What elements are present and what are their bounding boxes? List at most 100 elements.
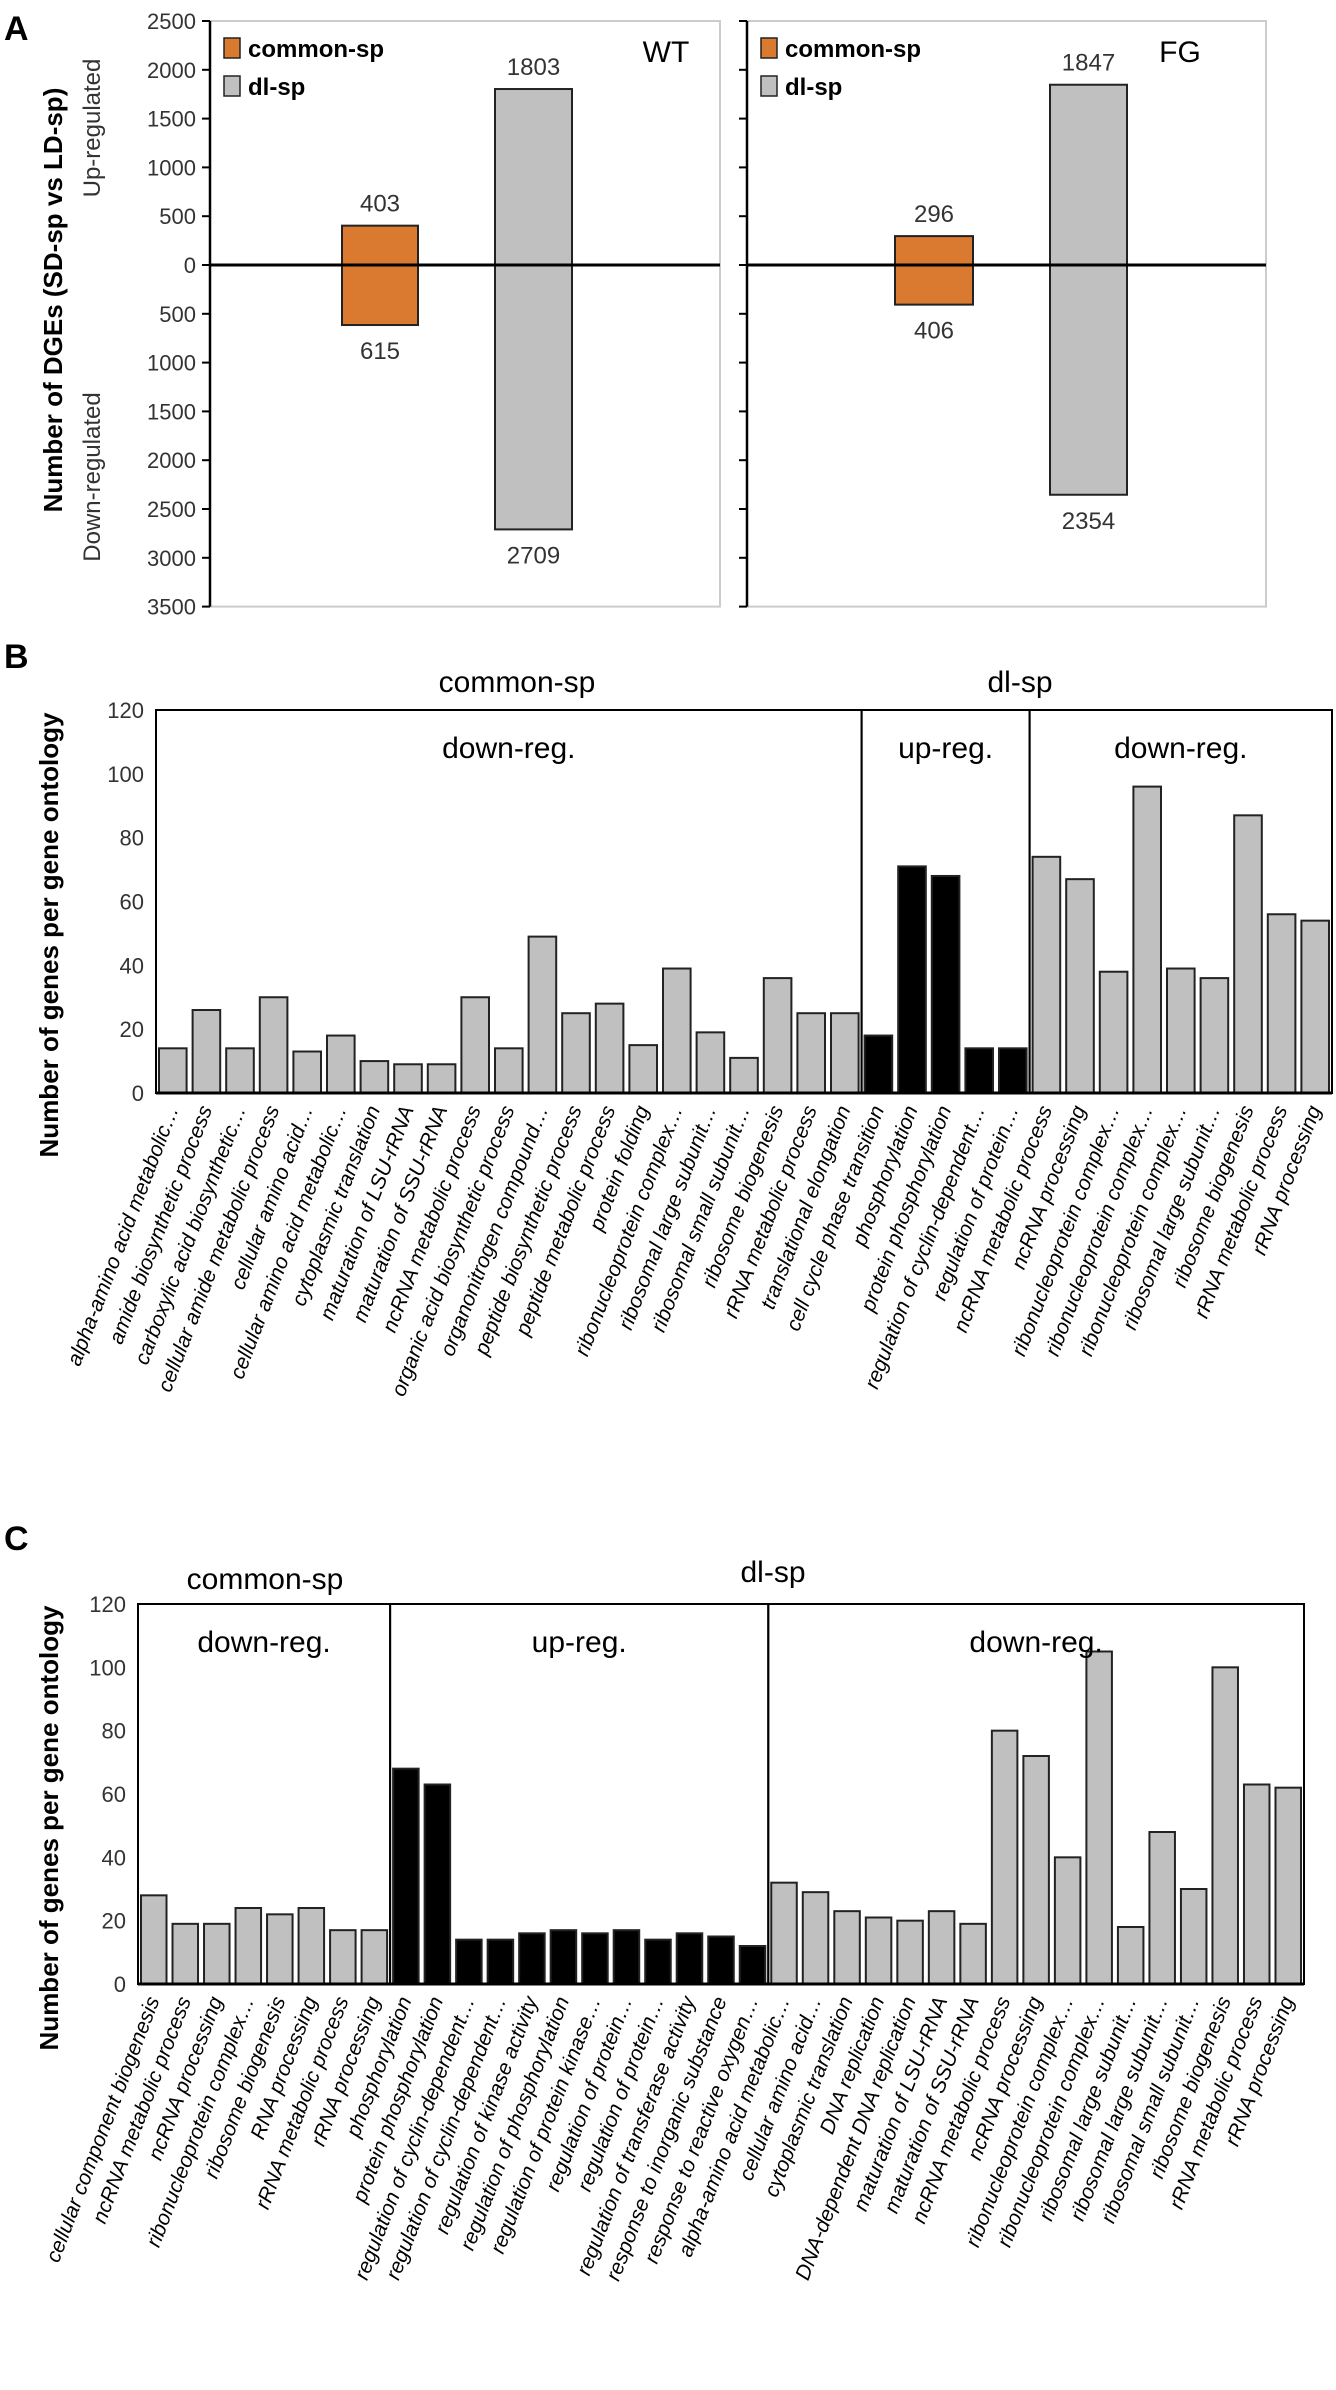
bar [1031,855,1062,1094]
data-label-up: 403 [360,191,400,218]
bar-dl-sp [494,88,573,531]
bar [833,1910,861,1985]
bar [1242,1783,1271,1985]
y-tick-label: 120 [107,698,144,723]
y-tick-label: 2000 [147,448,196,473]
bar [628,1044,659,1094]
legend-label: dl-sp [248,74,305,101]
y-axis-up-label: Up-regulated [79,59,106,198]
y-tick-label: 2000 [147,58,196,83]
bar [140,1894,168,1986]
y-tick-label: 20 [120,1017,144,1042]
bar [1266,913,1297,1094]
bar [1274,1786,1302,1985]
y-tick-label: 3500 [147,595,196,620]
data-label-up: 1847 [1062,50,1115,77]
bar [644,1938,672,1985]
y-tick-label: 2500 [147,9,196,34]
data-label-up: 296 [914,201,954,228]
data-label-down: 615 [360,338,400,365]
bar [1233,814,1263,1094]
bar [203,1922,231,1986]
bar [292,1050,322,1094]
bar [329,1929,357,1985]
bar [549,1929,578,1985]
bar [1211,1666,1239,1986]
bar [423,1783,452,1985]
bar [594,1002,625,1095]
bar [225,1047,255,1094]
group-subheader: up-reg. [898,732,993,765]
bar [707,1935,735,1985]
bar [426,1063,457,1095]
y-tick-label: 40 [120,953,144,978]
bar-common-sp [894,235,974,306]
y-tick-label: 100 [107,762,144,787]
y-tick-label: 1000 [147,155,196,180]
bar [460,996,490,1094]
bar [455,1938,483,1985]
y-tick-label: 1000 [147,351,196,376]
legend-label: common-sp [785,36,921,63]
group-header: common-sp [439,666,596,699]
data-label-down: 2354 [1062,508,1115,535]
y-tick-label: 3000 [147,546,196,571]
y-tick-label: 80 [120,826,144,851]
bar [959,1922,987,1986]
bar [494,1047,524,1094]
y-axis-title: Number of genes per gene ontology [34,712,64,1157]
bar [1166,967,1196,1095]
bar [762,977,793,1094]
bar [695,1031,726,1094]
bar [561,1012,591,1094]
bar [1053,1856,1082,1986]
y-tick-label: 80 [102,1719,126,1744]
bar [1098,970,1129,1095]
legend-label: common-sp [248,36,384,63]
legend-swatch [760,75,778,97]
bar [1085,1650,1113,1985]
bar [1300,919,1331,1095]
bar-dl-sp [1049,83,1128,496]
bar [1179,1888,1208,1985]
y-tick-label: 60 [120,890,144,915]
bar [258,996,289,1094]
panel-label-c: C [4,1520,29,1558]
group-header: dl-sp [987,666,1052,699]
bar [927,1910,956,1985]
group-header: common-sp [187,1563,344,1596]
bar [266,1913,294,1986]
y-tick-label: 1500 [147,399,196,424]
group-subheader: down-reg. [969,1626,1102,1659]
bar [1065,878,1095,1094]
legend-swatch [223,75,241,97]
bar [801,1891,830,1985]
bar [897,865,927,1094]
bar [662,967,692,1095]
group-subheader: down-reg. [1114,732,1247,765]
bar [930,874,961,1095]
bar [864,1916,893,1985]
y-tick-label: 0 [132,1081,144,1106]
group-subheader: up-reg. [532,1626,627,1659]
panel-label-a: A [4,10,29,48]
data-label-down: 2709 [507,542,560,569]
bar [896,1919,924,1985]
y-tick-label: 2500 [147,497,196,522]
bar [1116,1926,1145,1985]
bar [581,1932,609,1986]
y-tick-label: 500 [159,204,196,229]
bar [359,1060,390,1095]
panel-label-b: B [4,638,29,676]
bar [392,1767,420,1985]
panel-a-chart: Number of DGEs (SD-sp vs LD-sp) Up-regula… [38,9,1267,620]
bar [297,1907,326,1985]
y-tick-label: 20 [102,1909,126,1934]
bar [770,1881,798,1985]
y-tick-label: 0 [184,253,196,278]
y-axis-down-label: Down-regulated [79,392,106,561]
panel-c-chart: Number of genes per gene ontology 0 20 40 60… [34,1556,1305,2284]
group-subheader: down-reg. [197,1626,330,1659]
bar [486,1938,515,1985]
data-label-down: 406 [914,318,954,345]
